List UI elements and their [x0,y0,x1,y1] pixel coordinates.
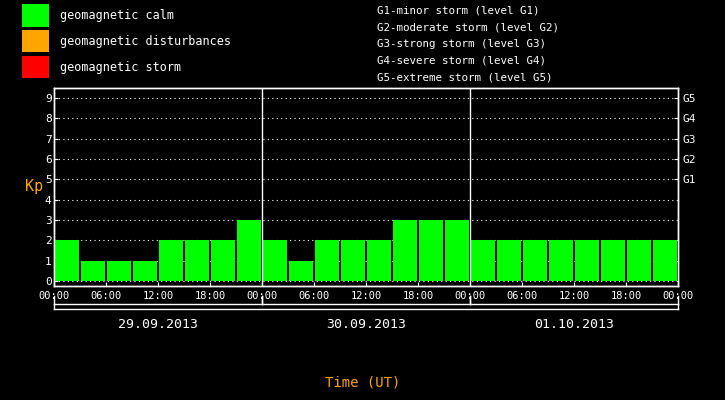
Text: geomagnetic storm: geomagnetic storm [60,60,181,74]
Text: G5-extreme storm (level G5): G5-extreme storm (level G5) [377,72,552,82]
Bar [523,240,547,281]
Bar [22,4,49,27]
Bar [22,30,49,52]
Text: geomagnetic calm: geomagnetic calm [60,9,174,22]
Text: G1-minor storm (level G1): G1-minor storm (level G1) [377,5,539,15]
Bar [263,240,287,281]
Text: 01.10.2013: 01.10.2013 [534,318,614,332]
Bar [445,220,469,281]
Bar [160,240,183,281]
Bar [497,240,521,281]
Text: geomagnetic disturbances: geomagnetic disturbances [60,35,231,48]
Bar [575,240,599,281]
Text: 30.09.2013: 30.09.2013 [326,318,406,332]
Bar [81,261,105,281]
Bar [393,220,417,281]
Bar [211,240,235,281]
Bar [471,240,495,281]
Text: G3-strong storm (level G3): G3-strong storm (level G3) [377,39,546,49]
Bar [419,220,443,281]
Bar [549,240,573,281]
Bar [653,240,677,281]
Bar [367,240,391,281]
Bar [601,240,625,281]
Bar [341,240,365,281]
Bar [133,261,157,281]
Bar [315,240,339,281]
Text: G2-moderate storm (level G2): G2-moderate storm (level G2) [377,22,559,32]
Text: Time (UT): Time (UT) [325,376,400,390]
Bar [237,220,261,281]
Bar [289,261,313,281]
Bar [186,240,210,281]
Bar [22,56,49,78]
Text: 29.09.2013: 29.09.2013 [118,318,199,332]
Text: G4-severe storm (level G4): G4-severe storm (level G4) [377,56,546,66]
Bar [107,261,131,281]
Bar [627,240,651,281]
Bar [55,240,79,281]
Y-axis label: Kp: Kp [25,180,43,194]
